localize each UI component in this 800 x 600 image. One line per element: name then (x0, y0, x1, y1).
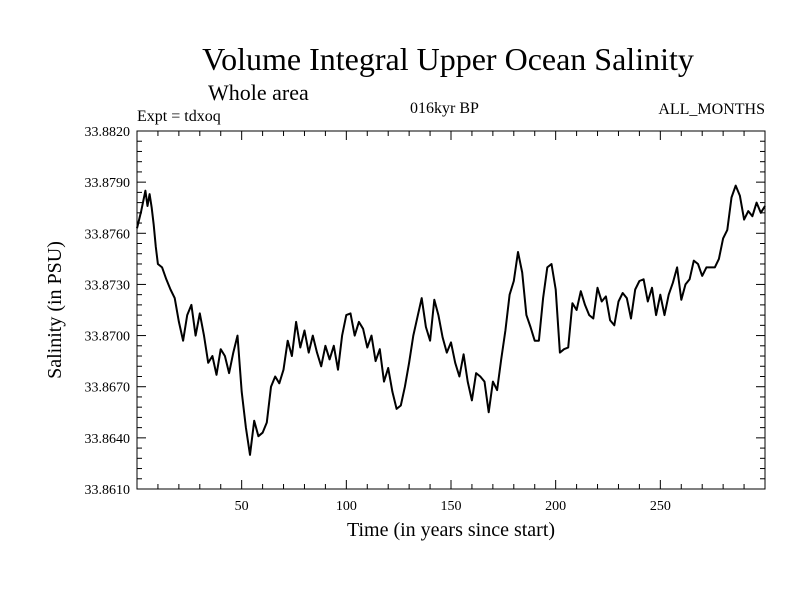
chart-title: Volume Integral Upper Ocean Salinity (202, 41, 694, 77)
x-tick-label: 250 (650, 499, 671, 514)
x-axis-label: Time (in years since start) (347, 519, 555, 541)
y-tick-label: 33.8610 (85, 483, 131, 498)
plot-frame (136, 130, 766, 490)
y-tick-labels: 33.8610 33.8640 33.8670 33.8700 33.8730 33.87… (85, 125, 131, 498)
expt-label: Expt = tdxoq (137, 108, 221, 125)
y-tick-label: 33.8730 (85, 278, 131, 293)
x-tick-labels: 50 100 150 200 250 (235, 499, 671, 514)
y-tick-label: 33.8700 (85, 330, 131, 345)
period-label: 016kyr BP (410, 100, 479, 117)
chart-subtitle: Whole area (208, 80, 309, 105)
salinity-series-line (136, 184, 766, 456)
y-tick-label: 33.8670 (85, 381, 131, 396)
axis-ticks (137, 130, 765, 490)
y-tick-label: 33.8640 (85, 432, 131, 447)
y-tick-label: 33.8760 (85, 227, 131, 242)
y-tick-label: 33.8790 (85, 176, 131, 191)
x-tick-label: 50 (235, 499, 249, 514)
x-tick-label: 100 (336, 499, 357, 514)
y-tick-label: 33.8820 (85, 125, 131, 140)
y-axis-label: Salinity (in PSU) (44, 241, 66, 379)
x-tick-label: 200 (545, 499, 566, 514)
months-label: ALL_MONTHS (658, 101, 765, 118)
x-tick-label: 150 (441, 499, 462, 514)
